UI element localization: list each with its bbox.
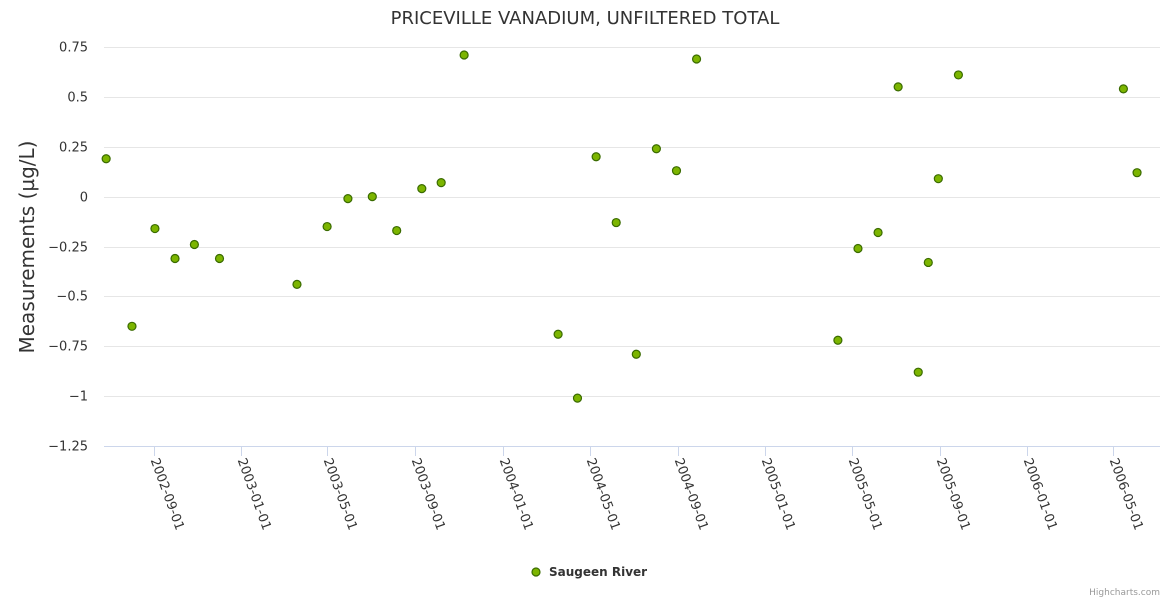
data-point[interactable] <box>873 227 883 238</box>
y-tick-label: 0 <box>80 191 88 206</box>
data-point[interactable] <box>553 329 563 339</box>
grid-lines <box>104 47 1160 447</box>
data-point[interactable] <box>322 221 332 232</box>
y-tick-label: 0.5 <box>67 91 88 106</box>
x-tick-label: 2003-01-01 <box>234 456 274 532</box>
y-tick-label: −0.75 <box>48 340 88 355</box>
x-tick-label: 2002-09-01 <box>147 456 187 532</box>
x-tick-label: 2006-01-01 <box>1020 456 1060 532</box>
data-point[interactable] <box>691 54 702 64</box>
data-point[interactable] <box>367 192 377 202</box>
data-point[interactable] <box>1132 168 1142 178</box>
data-point[interactable] <box>150 223 160 234</box>
x-tick-label: 2006-05-01 <box>1106 456 1146 532</box>
legend-marker <box>531 567 541 577</box>
credits-link[interactable]: Highcharts.com <box>1089 588 1160 598</box>
data-point[interactable] <box>170 253 180 264</box>
data-point[interactable] <box>417 184 427 194</box>
x-tick-label: 2005-01-01 <box>758 456 798 532</box>
y-tick-label: −0.25 <box>48 241 88 256</box>
data-point[interactable] <box>572 393 583 403</box>
data-point[interactable] <box>933 174 943 184</box>
x-tick-label: 2005-09-01 <box>933 456 973 532</box>
x-tick-label: 2004-09-01 <box>671 456 711 532</box>
data-point[interactable] <box>671 166 682 176</box>
data-point[interactable] <box>459 50 469 60</box>
series-saugeen-river[interactable] <box>101 50 1142 403</box>
data-point[interactable] <box>651 144 661 154</box>
x-tick-label: 2003-09-01 <box>408 456 448 532</box>
legend-label-saugeen-river[interactable]: Saugeen River <box>549 565 647 579</box>
data-point[interactable] <box>591 152 601 162</box>
x-axis: 2002-09-01 2003-01-01 2003-05-01 2003-09-01… <box>147 446 1146 532</box>
data-point[interactable] <box>833 335 843 345</box>
data-point[interactable] <box>631 349 641 359</box>
data-point[interactable] <box>127 321 137 331</box>
legend[interactable]: Saugeen River <box>531 565 647 579</box>
y-tick-label: −1 <box>69 390 88 405</box>
data-point[interactable] <box>923 257 933 268</box>
chart-title: PRICEVILLE VANADIUM, UNFILTERED TOTAL <box>391 8 780 29</box>
y-tick-label: 0.75 <box>59 41 88 56</box>
y-tick-label: 0.25 <box>59 141 88 156</box>
y-axis: 0.75 0.5 0.25 0 −0.25 −0.5 −0.75 −1 −1.25 <box>48 41 88 455</box>
data-point[interactable] <box>953 70 964 80</box>
data-point[interactable] <box>913 367 923 377</box>
data-point[interactable] <box>436 178 446 188</box>
x-tick-label: 2003-05-01 <box>320 456 360 532</box>
data-point[interactable] <box>611 217 621 228</box>
data-point[interactable] <box>343 194 353 204</box>
data-point[interactable] <box>1118 84 1129 94</box>
data-point[interactable] <box>214 253 225 264</box>
y-axis-title: Measurements (µg/L) <box>15 141 39 354</box>
data-point[interactable] <box>101 154 111 164</box>
x-tick-label: 2005-05-01 <box>845 456 885 532</box>
data-point[interactable] <box>392 225 402 236</box>
data-point[interactable] <box>893 82 903 92</box>
data-point[interactable] <box>292 279 302 290</box>
y-tick-label: −0.5 <box>56 290 88 305</box>
x-tick-label: 2004-01-01 <box>496 456 536 532</box>
data-point[interactable] <box>853 243 863 254</box>
data-point[interactable] <box>189 239 199 250</box>
x-tick-label: 2004-05-01 <box>583 456 623 532</box>
y-tick-label: −1.25 <box>48 440 88 455</box>
